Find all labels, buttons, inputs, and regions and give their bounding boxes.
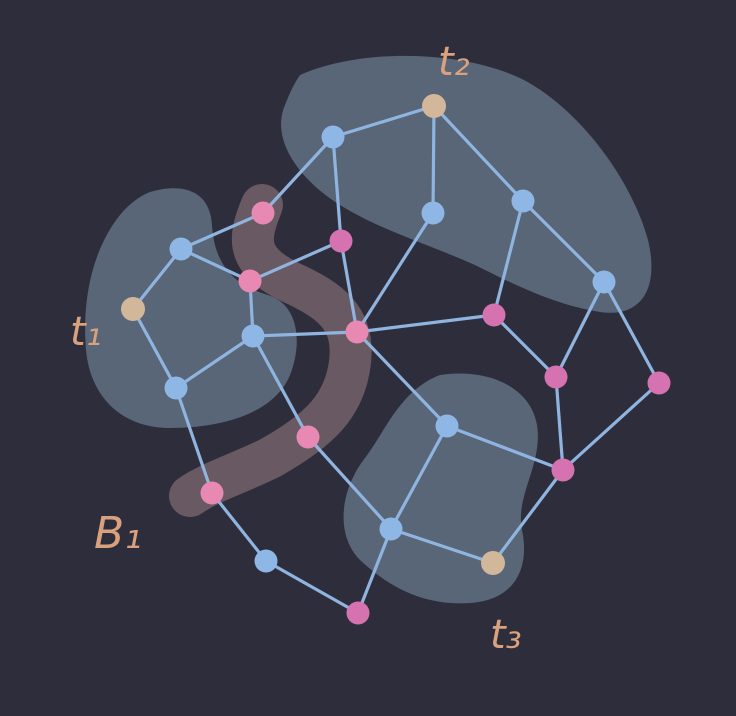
node-t-blue [379, 517, 403, 541]
edge-a-c [131, 307, 178, 390]
edge-w-p [491, 468, 565, 565]
edge-x-y [264, 559, 360, 615]
node-u-magenta [544, 365, 568, 389]
edge-i-j [431, 104, 436, 215]
node-h-blue [321, 125, 345, 149]
edge-l-u [554, 280, 606, 379]
edge-d-q [251, 334, 310, 439]
node-p-magenta [551, 458, 575, 482]
node-j-blue [421, 201, 445, 225]
edge-f-g [248, 239, 343, 283]
node-w-terminal [481, 551, 505, 575]
edge-q-t [306, 435, 393, 531]
node-q-pink [296, 425, 320, 449]
region-t2 [281, 55, 652, 313]
edge-t-y [356, 527, 393, 615]
edge-m-n [355, 313, 496, 334]
label-t2: t₂ [438, 39, 470, 85]
edge-b-f [179, 247, 252, 283]
edge-b-e [179, 211, 265, 251]
edge-k-n [492, 199, 525, 317]
edge-m-s [355, 330, 449, 428]
edge-h-i [331, 104, 436, 139]
edge-l-o [602, 280, 661, 385]
edge-t-w [389, 527, 495, 565]
edge-k-l [521, 199, 606, 284]
node-c-blue [164, 376, 188, 400]
edge-o-p [561, 381, 661, 472]
node-r-pink [200, 481, 224, 505]
edge-g-m [339, 239, 359, 334]
node-k-blue [511, 189, 535, 213]
node-e-pink [251, 201, 275, 225]
node-n-magenta [482, 303, 506, 327]
node-s-blue [435, 414, 459, 438]
node-f-pink [238, 269, 262, 293]
region-t1 [85, 188, 297, 428]
terminal-regions [85, 55, 652, 604]
node-b-blue [169, 237, 193, 261]
edge-d-m [251, 330, 359, 338]
graph-nodes [121, 94, 671, 625]
node-l-blue [592, 270, 616, 294]
label-t1: t₁ [70, 309, 102, 355]
edge-j-m [355, 211, 435, 334]
edge-i-k [432, 104, 525, 203]
node-d-blue [241, 324, 265, 348]
node-i-terminal [422, 94, 446, 118]
edge-c-d [174, 334, 255, 390]
edge-e-h [261, 135, 335, 215]
edge-r-x [210, 491, 268, 563]
label-t3: t₃ [490, 612, 522, 658]
edge-s-p [445, 424, 565, 472]
node-g-magenta [329, 229, 353, 253]
edge-h-g [331, 135, 343, 243]
label-b1: B₁ [94, 508, 142, 559]
edge-s-t [389, 424, 449, 531]
boundary-b1-band [169, 184, 372, 517]
region-t3 [343, 373, 538, 604]
node-m-pink [345, 320, 369, 344]
node-o-magenta [647, 371, 671, 395]
node-v-blue [254, 549, 278, 573]
edge-n-u [492, 313, 558, 379]
node-y-magenta [346, 601, 370, 625]
edge-a-b [131, 247, 183, 311]
node-a-terminal [121, 297, 145, 321]
edge-c-r [174, 386, 214, 495]
edge-u-p [554, 375, 565, 472]
